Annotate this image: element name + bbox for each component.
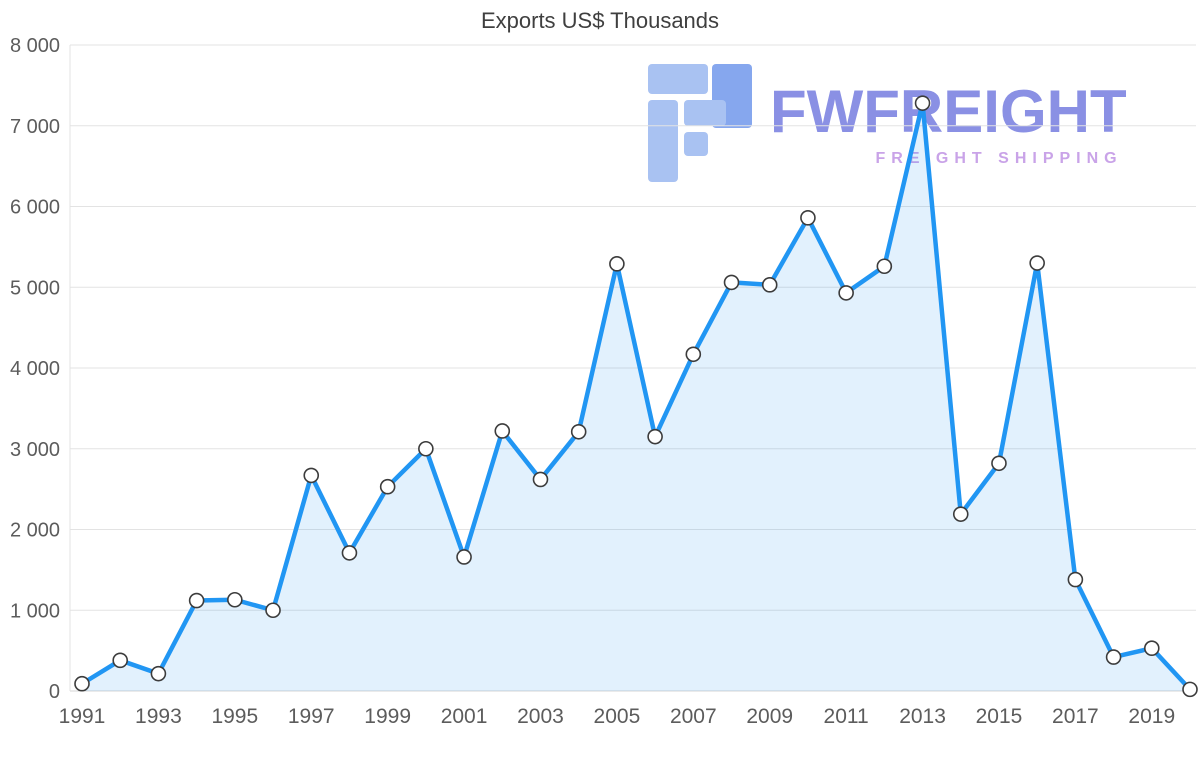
data-point-marker: [838, 285, 854, 301]
area-fill: [82, 103, 1190, 691]
x-tick-label: 2013: [899, 705, 946, 728]
data-point-marker: [303, 467, 320, 484]
data-point-marker: [112, 652, 129, 669]
x-tick-label: 1995: [211, 705, 258, 728]
chart-title: Exports US$ Thousands: [480, 8, 720, 33]
x-tick-label: 2005: [594, 705, 641, 728]
data-point-marker: [150, 665, 167, 682]
data-point-marker: [1029, 255, 1045, 271]
data-point-marker: [609, 256, 625, 272]
data-point-marker: [418, 440, 434, 457]
data-point-marker: [532, 471, 549, 488]
data-point-marker: [1182, 681, 1198, 698]
x-tick-label: 2003: [517, 705, 564, 728]
data-point-marker: [456, 549, 472, 565]
y-tick-label: 7 000: [10, 116, 60, 138]
x-tick-label: 2007: [670, 705, 717, 728]
x-tick-label: 1997: [288, 705, 335, 728]
data-point-marker: [952, 506, 969, 522]
y-tick-label: 5 000: [10, 277, 60, 299]
watermark-text: FWFREIGHT FREIGHT SHIPPING: [770, 64, 1127, 168]
data-point-marker: [761, 277, 778, 293]
data-point-marker: [723, 274, 740, 291]
watermark-tagline: FREIGHT SHIPPING: [875, 150, 1123, 167]
data-point-marker: [991, 455, 1007, 472]
logo-top-bar-left: [648, 64, 708, 94]
data-point-marker: [74, 675, 90, 692]
x-tick-label: 2017: [1052, 705, 1099, 728]
data-point-marker: [1067, 571, 1084, 588]
y-tick-label: 6 000: [10, 197, 60, 219]
x-tick-label: 2019: [1128, 705, 1175, 728]
y-tick-label: 1 000: [10, 600, 60, 622]
data-point-marker: [1105, 649, 1122, 665]
data-point-marker: [647, 428, 663, 445]
data-point-marker: [914, 95, 931, 111]
data-point-marker: [685, 346, 702, 363]
data-point-marker: [800, 210, 816, 226]
data-point-marker: [876, 258, 893, 275]
data-point-marker: [341, 545, 358, 561]
x-tick-label: 1993: [135, 705, 182, 728]
logo-stem: [648, 100, 678, 182]
x-tick-label: 1991: [59, 705, 106, 728]
logo-middle-bar: [684, 100, 726, 126]
y-tick-label: 8 000: [10, 35, 60, 57]
y-tick-label: 2 000: [10, 520, 60, 542]
data-point-marker: [494, 423, 511, 439]
data-point-marker: [227, 591, 243, 608]
y-tick-label: 3 000: [10, 439, 60, 461]
x-tick-label: 2001: [441, 705, 488, 728]
data-point-marker: [570, 423, 587, 440]
data-point-marker: [188, 592, 205, 609]
y-tick-label: 0: [49, 681, 60, 703]
fwfreight-logo-icon: [648, 64, 752, 182]
y-tick-label: 4 000: [10, 358, 60, 380]
data-point-marker: [379, 478, 396, 495]
data-point-marker: [1143, 640, 1160, 657]
watermark-brand: FWFREIGHT: [770, 78, 1127, 145]
data-point-marker: [265, 602, 281, 619]
x-tick-label: 2015: [976, 705, 1023, 728]
watermark: FWFREIGHT FREIGHT SHIPPING: [648, 64, 1127, 182]
logo-lower-block: [684, 132, 708, 156]
x-tick-label: 2009: [746, 705, 793, 728]
x-tick-label: 2011: [824, 705, 869, 728]
x-tick-label: 1999: [364, 705, 411, 728]
